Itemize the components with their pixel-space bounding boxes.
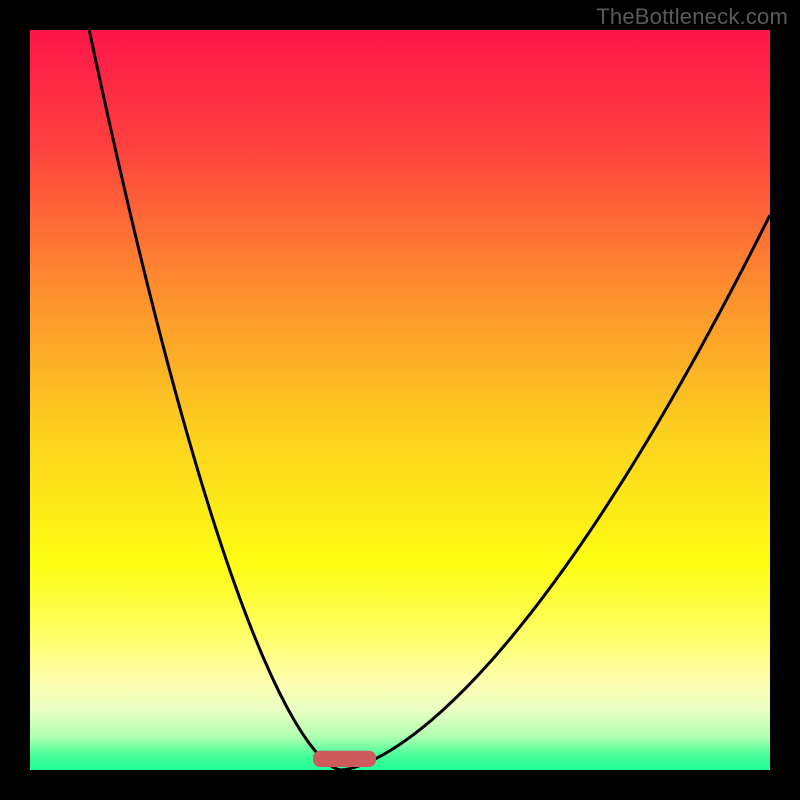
plot-area	[30, 30, 770, 770]
bottleneck-chart	[0, 0, 800, 800]
chart-container: TheBottleneck.com	[0, 0, 800, 800]
optimal-zone-marker	[313, 751, 376, 767]
watermark-text: TheBottleneck.com	[596, 4, 788, 30]
